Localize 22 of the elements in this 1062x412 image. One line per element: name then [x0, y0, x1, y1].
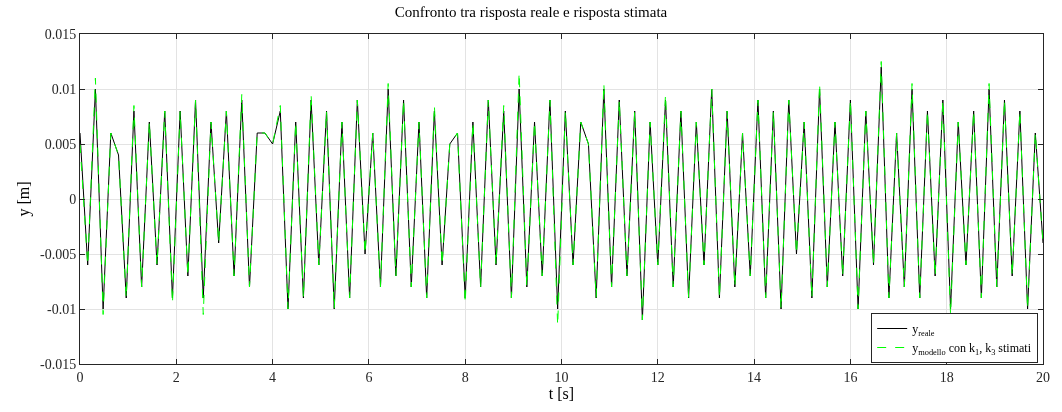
y-axis-title: y [m]: [14, 181, 33, 217]
chart-title: Confronto tra risposta reale e risposta stimata: [394, 3, 668, 20]
x-tick-label: 8: [461, 369, 469, 385]
x-tick-label: 14: [747, 369, 762, 385]
x-tick-label: 4: [269, 369, 277, 385]
y-tick-label: 0.015: [44, 26, 77, 42]
x-tick-label: 20: [1036, 369, 1050, 385]
y-tick-label: 0.01: [51, 81, 77, 97]
x-tick-label: 16: [843, 369, 858, 385]
legend-label: y$_{reale}$: [912, 322, 935, 338]
y-tick-label: -0.01: [47, 301, 77, 317]
x-tick-label: 12: [650, 369, 665, 385]
x-tick-label: 6: [365, 369, 373, 385]
y-tick-label: 0.005: [44, 136, 77, 152]
x-tick-label: 18: [939, 369, 954, 385]
legend-label: y$_{modello}$ con k$_{1}$, k$_{3}$ stimati: [912, 341, 1032, 357]
y-tick-label: -0.005: [40, 246, 77, 262]
y-tick-label: -0.015: [40, 356, 77, 372]
x-tick-label: 10: [554, 369, 569, 385]
x-tick-label: 2: [172, 369, 180, 385]
y-tick-label: 0: [69, 191, 77, 207]
x-axis-title: t [s]: [548, 385, 575, 403]
